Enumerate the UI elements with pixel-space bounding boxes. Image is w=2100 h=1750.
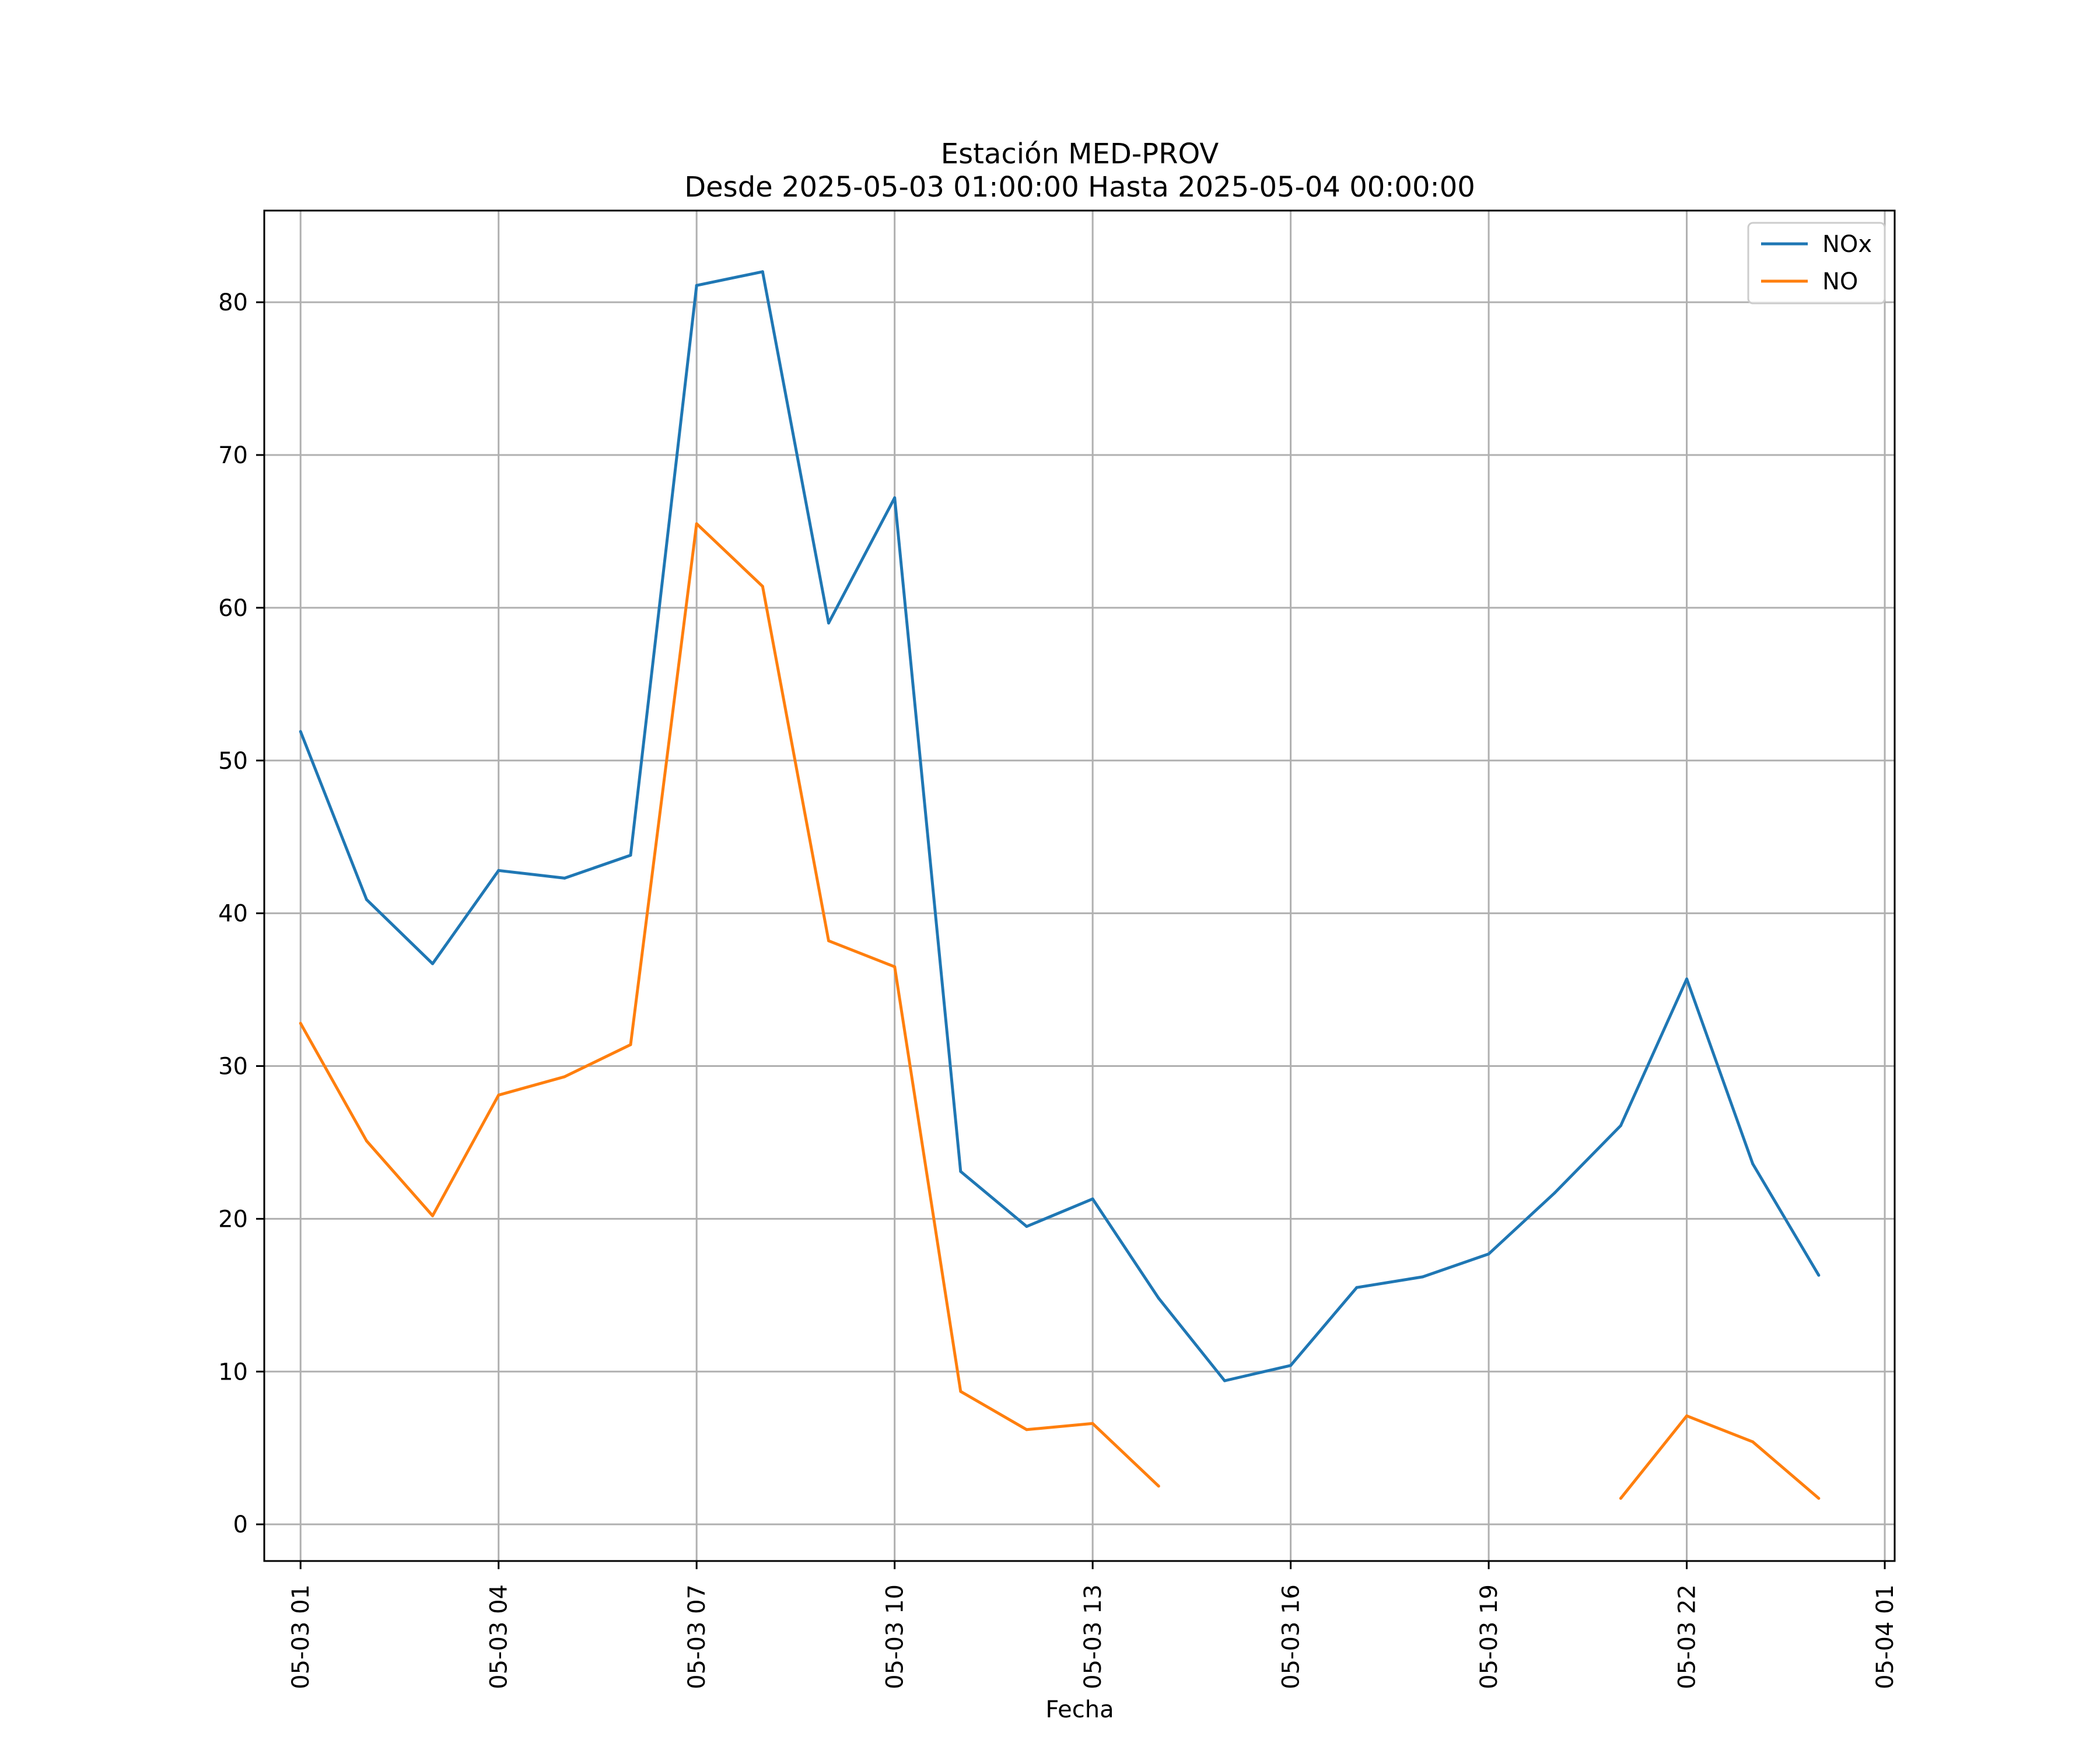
y-tick-label: 20 xyxy=(218,1206,248,1233)
data-point-no xyxy=(1685,1414,1689,1418)
data-point-nox xyxy=(563,876,566,880)
y-tick-label: 60 xyxy=(218,595,248,622)
data-point-nox xyxy=(299,730,302,733)
data-point-nox xyxy=(1025,1224,1028,1228)
data-point-nox xyxy=(893,496,897,499)
data-point-nox xyxy=(1619,1124,1622,1128)
plot-area-frame xyxy=(263,209,1896,1562)
grid-lines xyxy=(264,211,1895,1561)
data-point-nox xyxy=(1751,1162,1755,1166)
data-point-no xyxy=(1751,1440,1755,1444)
data-point-no xyxy=(827,939,830,943)
x-axis: 05-03 01 05-03 04 05-03 07 05-03 10 05-03 13… xyxy=(288,1561,1899,1689)
series-line-no xyxy=(299,522,1160,1488)
data-point-nox xyxy=(959,1170,963,1173)
y-tick-label: 70 xyxy=(218,442,248,469)
series-layer xyxy=(299,270,1821,1500)
data-point-nox xyxy=(1223,1379,1226,1382)
data-point-no xyxy=(299,1021,302,1025)
data-point-no xyxy=(629,1043,632,1046)
data-point-no xyxy=(959,1390,963,1393)
data-point-no xyxy=(365,1139,368,1143)
data-point-no xyxy=(497,1093,501,1097)
y-tick-label: 10 xyxy=(218,1359,248,1385)
data-point-no xyxy=(563,1075,566,1079)
data-point-nox xyxy=(1817,1273,1821,1277)
data-point-no xyxy=(1817,1497,1821,1500)
chart-title: Estación MED-PROV xyxy=(941,138,1219,170)
data-point-nox xyxy=(1157,1297,1160,1300)
legend-label: NOx xyxy=(1822,231,1872,258)
x-axis-label: Fecha xyxy=(1045,1696,1114,1723)
legend: NOx NO xyxy=(1747,222,1886,304)
x-tick-label: 05-04 01 xyxy=(1872,1584,1899,1689)
legend-label: NO xyxy=(1822,268,1858,295)
data-point-nox xyxy=(1091,1197,1094,1200)
y-tick-label: 40 xyxy=(218,901,248,928)
x-tick-label: 05-03 04 xyxy=(486,1584,513,1689)
data-point-nox xyxy=(431,962,435,965)
data-point-nox xyxy=(1421,1275,1424,1279)
data-point-nox xyxy=(827,621,830,625)
y-tick-label: 0 xyxy=(233,1511,248,1538)
data-point-no xyxy=(1619,1497,1622,1500)
series-line-nox xyxy=(299,270,1821,1382)
data-point-no xyxy=(1025,1428,1028,1432)
x-tick-label: 05-03 01 xyxy=(288,1584,314,1689)
data-point-no xyxy=(1157,1485,1160,1488)
y-tick-label: 50 xyxy=(218,748,248,775)
data-point-nox xyxy=(761,270,764,274)
x-tick-label: 05-03 16 xyxy=(1278,1584,1305,1689)
y-tick-label: 30 xyxy=(218,1054,248,1080)
data-point-no xyxy=(1091,1422,1094,1425)
data-point-no xyxy=(761,584,764,588)
data-point-nox xyxy=(1553,1191,1556,1195)
data-point-nox xyxy=(497,869,501,872)
x-tick-label: 05-03 19 xyxy=(1476,1584,1503,1689)
data-point-no xyxy=(431,1214,435,1217)
data-point-nox xyxy=(1685,977,1689,981)
data-point-nox xyxy=(1355,1286,1359,1289)
data-point-nox xyxy=(695,284,698,287)
data-point-no xyxy=(893,965,897,968)
x-tick-label: 05-03 07 xyxy=(684,1584,710,1689)
data-point-nox xyxy=(1289,1364,1293,1367)
x-tick-label: 05-03 10 xyxy=(882,1584,909,1689)
x-tick-label: 05-03 13 xyxy=(1080,1584,1107,1689)
data-point-no xyxy=(695,522,698,526)
data-point-nox xyxy=(1487,1252,1490,1256)
data-point-nox xyxy=(365,898,368,901)
data-point-nox xyxy=(629,853,632,857)
series-line-no xyxy=(1619,1414,1820,1500)
y-tick-label: 80 xyxy=(218,289,248,316)
y-axis: 0 10 20 30 40 50 60 70 80 xyxy=(218,289,264,1538)
x-tick-label: 05-03 22 xyxy=(1674,1584,1701,1689)
chart-subtitle: Desde 2025-05-03 01:00:00 Hasta 2025-05-… xyxy=(684,171,1475,204)
